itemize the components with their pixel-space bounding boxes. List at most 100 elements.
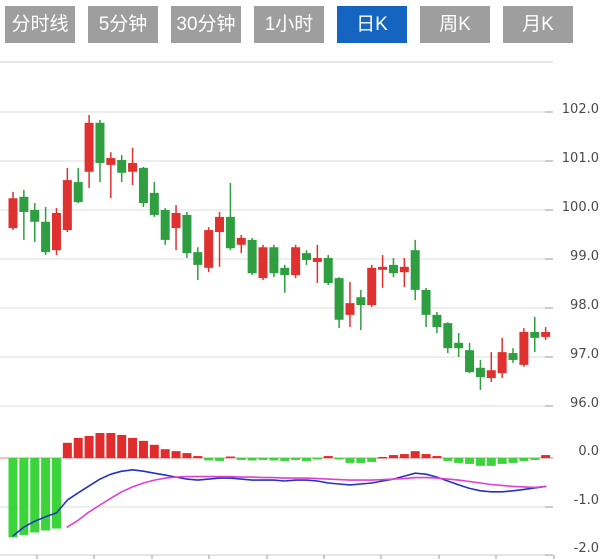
macd-bar [171,451,181,458]
tab-1hour[interactable]: 1小时 [254,6,324,43]
axis-label: 101.0 [562,151,599,166]
candle-body [443,323,453,349]
dea-line [66,475,547,528]
candle-body [160,210,170,240]
macd-bar [62,442,72,458]
candle-body [128,162,138,172]
candle-body [345,303,355,315]
axis-label: 99.0 [570,249,599,264]
macd-bar [236,458,246,460]
macd-bar [8,458,18,538]
macd-bar [399,454,409,458]
tab-weekly-k[interactable]: 周K [420,6,490,43]
axis-label: 97.0 [570,347,599,362]
macd-bar [312,458,322,460]
candle-body [475,367,485,378]
macd-bar [269,458,279,461]
candle-body [95,122,105,163]
candle-body [432,314,442,328]
candle-body [215,216,225,233]
macd-bar [443,458,453,461]
candle-body [280,267,290,276]
macd-bar [432,456,442,458]
macd-bar [138,440,148,458]
tab-daily-k[interactable]: 日K [337,6,407,43]
macd-bar [367,458,377,462]
candle-body [291,247,301,276]
axis-label: -1.0 [574,493,599,508]
macd-bar [51,458,61,529]
candle-body [367,267,377,306]
candle-body [51,212,61,251]
tab-5min[interactable]: 5分钟 [88,6,158,43]
candle-body [519,332,529,365]
macd-bar [280,458,290,461]
axis-label: 96.0 [570,396,599,411]
macd-bar [247,458,257,461]
candle-body [323,258,333,284]
macd-bar [301,458,311,461]
macd-bar [19,458,29,535]
candle-body [149,192,159,215]
candle-body [193,252,203,265]
candle-body [182,214,192,254]
candle-body [117,160,127,173]
macd-bar [378,457,388,459]
tab-monthly-k[interactable]: 月K [503,6,573,43]
candle-body [269,247,279,274]
candle-body [388,264,398,274]
candle-body [497,352,507,374]
tab-30min[interactable]: 30分钟 [171,6,241,43]
period-tabbar: 分时线 5分钟 30分钟 1小时 日K 周K 月K [5,6,573,43]
dif-line [12,468,547,537]
axis-label: 0.0 [578,444,599,459]
candle-body [73,182,83,203]
macd-histogram [8,433,551,538]
candle-body [334,278,344,320]
macd-bar [149,444,159,458]
macd-bar [410,451,420,458]
candle-body [247,239,257,274]
candle-body [106,158,116,165]
macd-bar [421,454,431,458]
candle-body [421,289,431,315]
candle-body [84,122,94,172]
tab-minute-line[interactable]: 分时线 [5,6,75,43]
macd-bar [475,458,485,466]
candle-body [541,332,551,337]
candle-body [508,353,518,360]
candle-body [225,216,235,249]
candle-body [399,266,409,273]
candle-body [30,210,40,222]
candles [8,114,551,390]
macd-bar [334,458,344,460]
macd-bar [541,455,551,458]
macd-bar [128,437,138,458]
macd-bar [106,433,116,458]
axis-label: 102.0 [562,102,599,117]
macd-bar [465,458,475,464]
macd-bar [182,453,192,458]
macd-bar [215,458,225,461]
macd-bar [258,458,268,460]
candle-body [138,167,148,204]
candle-body [312,258,322,262]
macd-bar [117,434,127,458]
candle-body [378,266,388,270]
y-axis-labels: 102.0 101.0 100.0 99.0 98.0 97.0 96.0 0.0 -1.0 -2… [562,102,599,556]
macd-bar [30,458,40,533]
candle-body [530,332,540,338]
x-axis-ticks [36,555,555,559]
macd-bar [454,458,464,463]
axis-label: 98.0 [570,298,599,313]
candle-body [62,180,72,231]
macd-bar [356,458,366,463]
macd-bar [95,433,105,458]
macd-bar [486,458,496,466]
macd-bar [508,458,518,463]
candle-body [486,370,496,379]
candle-body [8,198,18,229]
macd-bar [530,458,540,460]
macd-bar [204,458,214,461]
